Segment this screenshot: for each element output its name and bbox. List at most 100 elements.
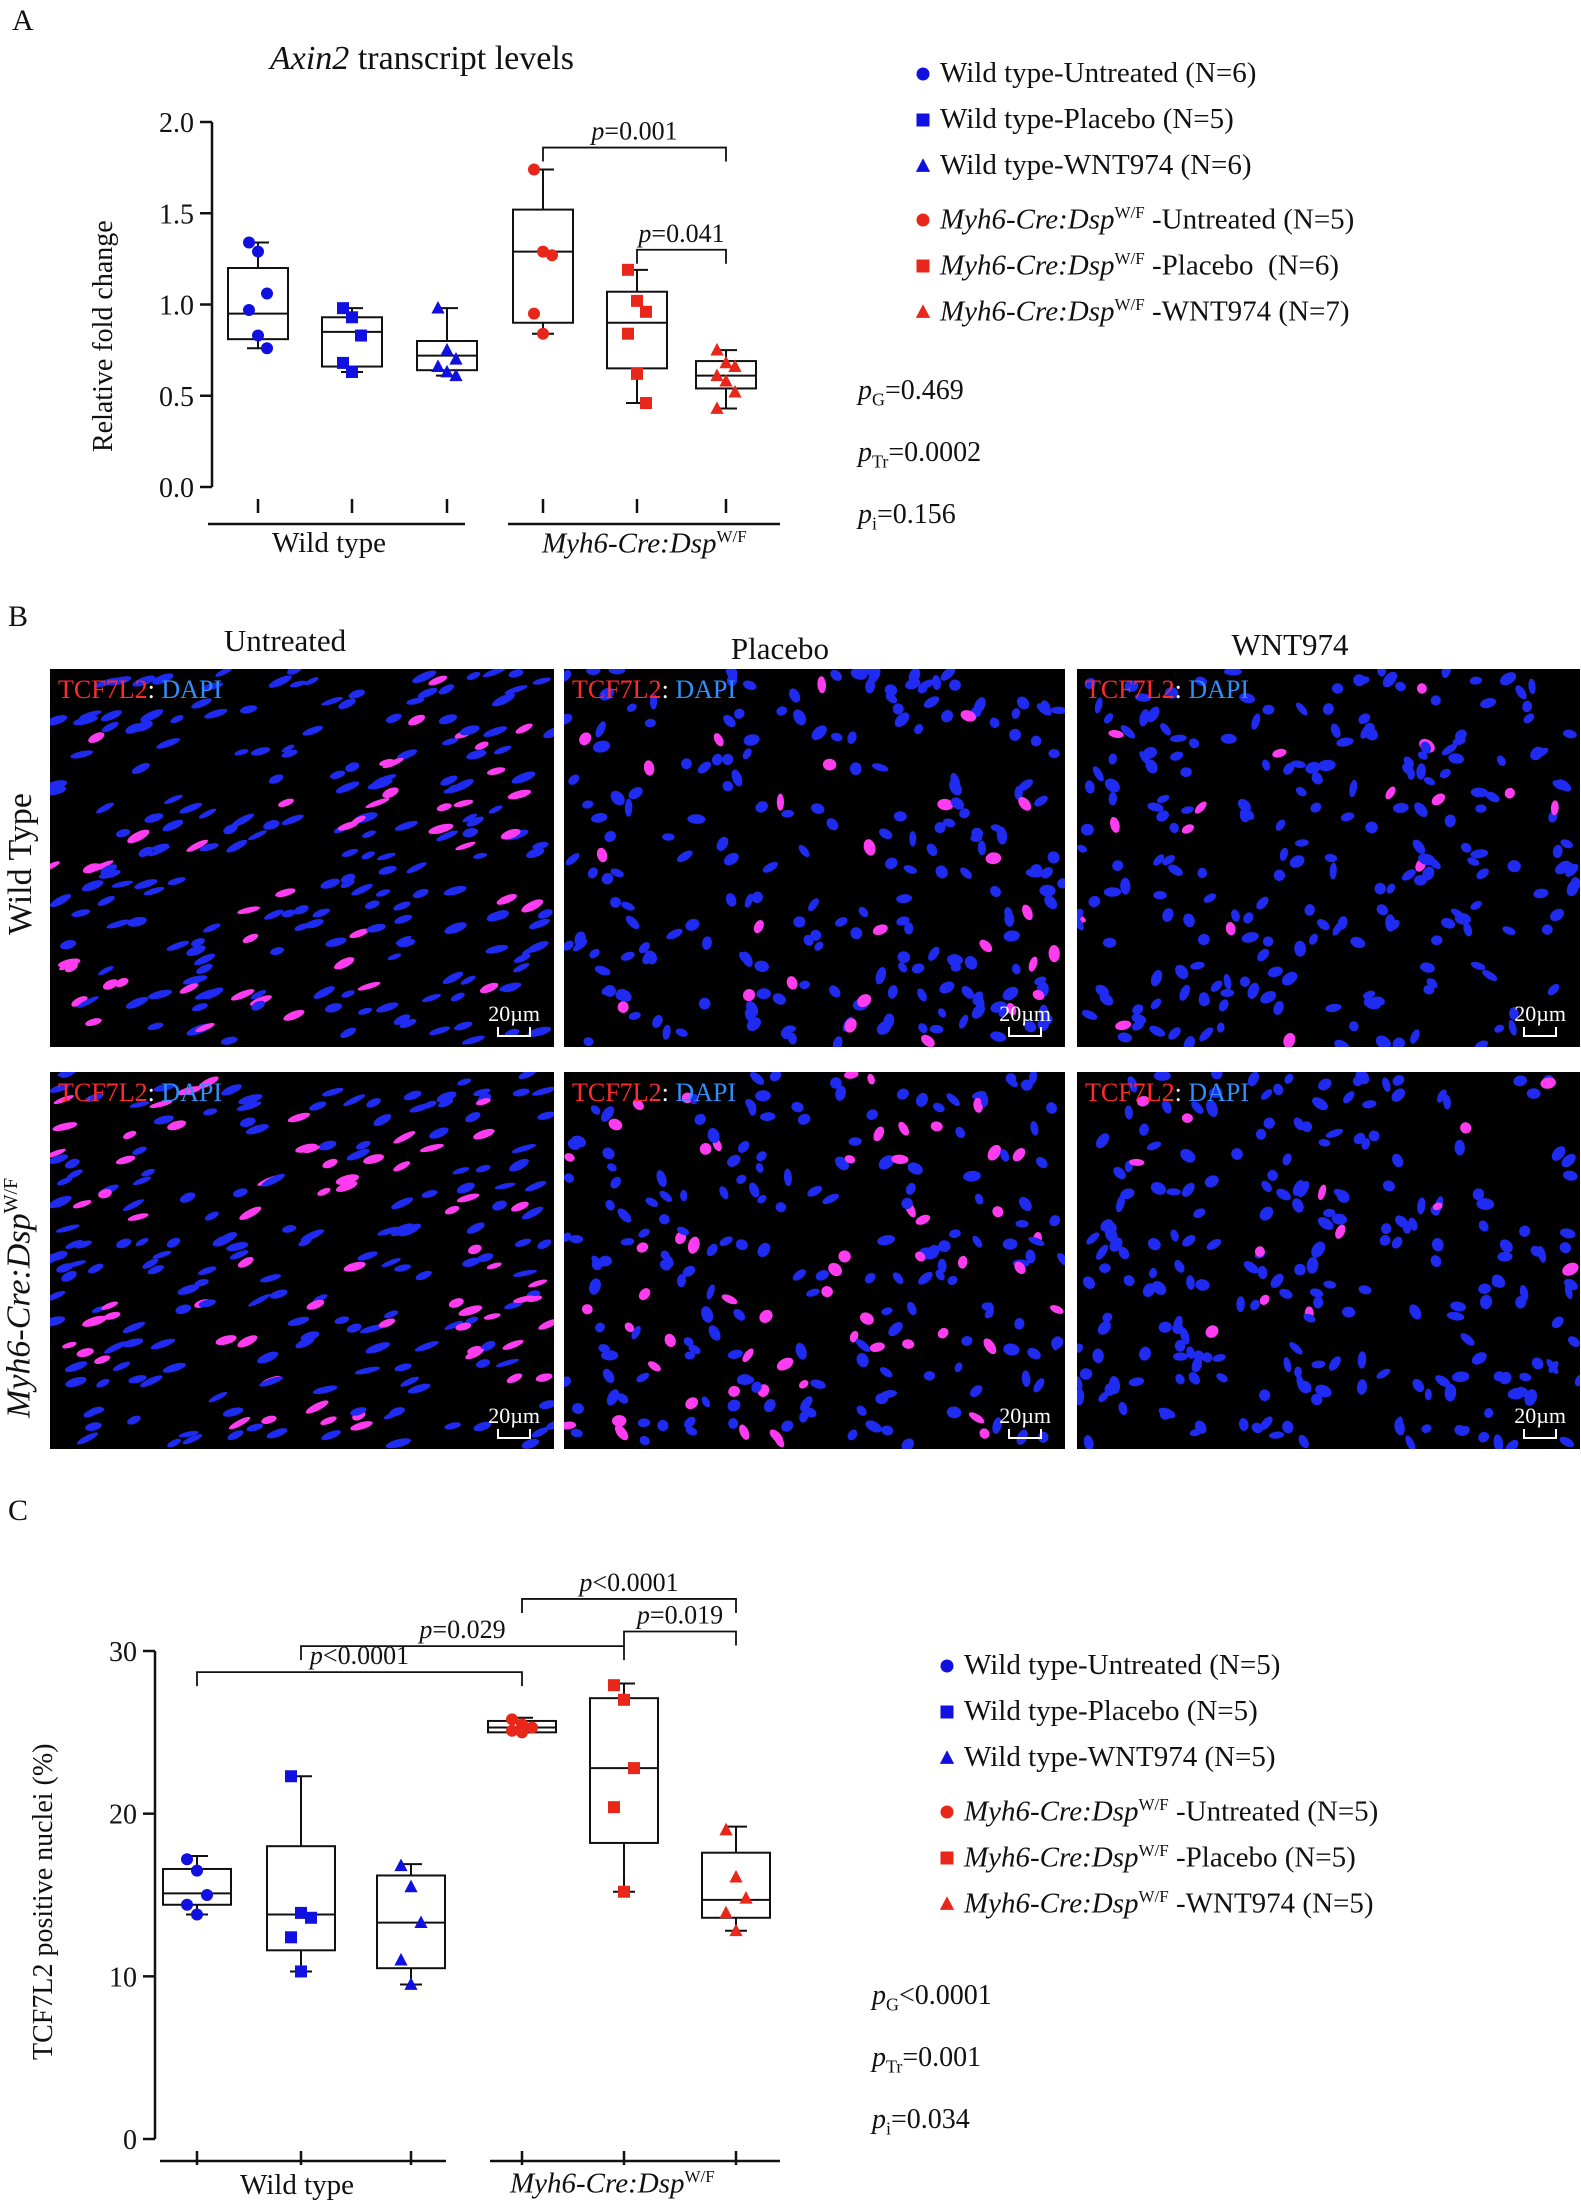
- data-point: [394, 1858, 408, 1872]
- nucleus: [475, 1359, 491, 1368]
- nucleus: [527, 1026, 552, 1037]
- legend-label-sup: W/F: [1114, 294, 1145, 314]
- nucleus: [810, 1379, 826, 1389]
- nucleus: [97, 895, 115, 906]
- nucleus: [1150, 998, 1162, 1010]
- nucleus: [1289, 855, 1305, 868]
- nucleus: [1197, 933, 1210, 946]
- nucleus: [1047, 851, 1060, 864]
- nucleus-tcf7l2-positive: [502, 1339, 524, 1350]
- nucleus-tcf7l2-positive: [458, 1305, 483, 1316]
- nucleus-tcf7l2-positive: [465, 1348, 484, 1360]
- nucleus: [132, 1176, 152, 1186]
- nucleus-tcf7l2-positive: [614, 1424, 629, 1441]
- nucleus: [590, 1105, 601, 1115]
- nucleus: [707, 1128, 720, 1144]
- nucleus-tcf7l2-positive: [237, 1257, 254, 1268]
- nucleus: [1257, 1265, 1268, 1280]
- box: [589, 1697, 659, 1844]
- nucleus: [179, 1192, 196, 1203]
- nucleus: [591, 1255, 601, 1267]
- stain-label-tcf7l2: TCF7L2: [1085, 675, 1175, 704]
- nucleus: [1282, 1153, 1292, 1166]
- nucleus: [1092, 766, 1104, 782]
- nucleus: [1283, 1357, 1292, 1373]
- nucleus: [947, 1275, 958, 1285]
- nucleus: [1446, 1311, 1465, 1321]
- nucleus: [901, 1197, 913, 1210]
- stat-sub: i: [872, 513, 878, 534]
- data-point: [414, 1915, 428, 1929]
- data-point: [295, 1906, 307, 1919]
- nucleus: [1004, 911, 1015, 927]
- legend-marker: [906, 209, 940, 229]
- nucleus: [444, 1320, 464, 1330]
- nucleus-tcf7l2-positive: [479, 982, 499, 994]
- nucleus: [826, 818, 839, 831]
- chart-a-legend: Wild type-Untreated (N=6) Wild type-Place…: [906, 50, 1354, 334]
- nucleus-tcf7l2-positive: [632, 1099, 644, 1111]
- nucleus: [923, 696, 940, 708]
- scale-bar-label: 20µm: [488, 1001, 540, 1026]
- nucleus: [1239, 976, 1251, 987]
- nucleus: [1015, 1219, 1029, 1228]
- nucleus: [1206, 1099, 1218, 1118]
- nucleus-tcf7l2-positive: [776, 793, 784, 811]
- nucleus: [1571, 876, 1580, 889]
- nucleus-tcf7l2-positive: [179, 983, 199, 994]
- nucleus: [1448, 753, 1464, 764]
- nucleus: [1046, 1102, 1057, 1114]
- nucleus-tcf7l2-positive: [379, 758, 394, 767]
- nucleus: [574, 931, 586, 947]
- legend-label-rest: -WNT974 (N=5): [1168, 1887, 1374, 1920]
- nucleus: [755, 801, 768, 813]
- nucleus: [811, 725, 827, 741]
- nucleus-tcf7l2-positive: [506, 1373, 523, 1384]
- nucleus: [74, 1240, 92, 1249]
- box: [321, 316, 383, 368]
- comparison-label: p=0.041: [636, 219, 724, 248]
- nucleus: [356, 1140, 371, 1150]
- nucleus-tcf7l2-positive: [753, 920, 764, 934]
- nucleus-tcf7l2-positive: [844, 1072, 859, 1079]
- nucleus-tcf7l2-positive: [1006, 1003, 1017, 1016]
- nucleus: [1009, 728, 1022, 741]
- nucleus: [1499, 1239, 1513, 1253]
- data-point: [295, 1965, 307, 1978]
- nucleus: [1081, 1009, 1098, 1020]
- nucleus: [138, 846, 154, 858]
- data-point: [728, 384, 742, 398]
- nucleus: [50, 1083, 70, 1093]
- nucleus: [1181, 1182, 1195, 1197]
- nucleus-tcf7l2-positive: [1416, 683, 1427, 694]
- nucleus: [266, 1428, 288, 1439]
- nucleus: [1391, 1088, 1406, 1102]
- nucleus: [1160, 723, 1171, 736]
- nucleus: [595, 1322, 605, 1333]
- nucleus: [1188, 1372, 1201, 1385]
- nucleus-tcf7l2-positive: [198, 1076, 219, 1089]
- nucleus: [1559, 1228, 1576, 1239]
- nucleus-tcf7l2-positive: [643, 760, 655, 776]
- nucleus: [799, 980, 811, 990]
- nucleus: [421, 1190, 438, 1198]
- nucleus: [1202, 1352, 1213, 1363]
- nucleus: [1005, 1073, 1017, 1084]
- legend-entry: Myh6-Cre:DspW/F -Untreated (N=5): [930, 1788, 1378, 1834]
- nucleus: [148, 845, 170, 857]
- nucleus: [219, 1232, 237, 1243]
- nucleus: [387, 953, 402, 961]
- nucleus: [866, 1109, 878, 1120]
- comparison-value: =0.041: [651, 219, 724, 248]
- data-point: [394, 1952, 408, 1966]
- nucleus: [599, 687, 614, 701]
- nucleus: [1038, 1004, 1049, 1020]
- nucleus: [605, 1199, 615, 1211]
- nucleus: [1485, 791, 1500, 803]
- nucleus: [1116, 1194, 1125, 1213]
- nucleus: [1392, 1075, 1405, 1086]
- nucleus: [711, 753, 723, 766]
- nucleus: [835, 917, 848, 927]
- nucleus: [345, 762, 360, 772]
- nucleus: [1451, 1371, 1470, 1383]
